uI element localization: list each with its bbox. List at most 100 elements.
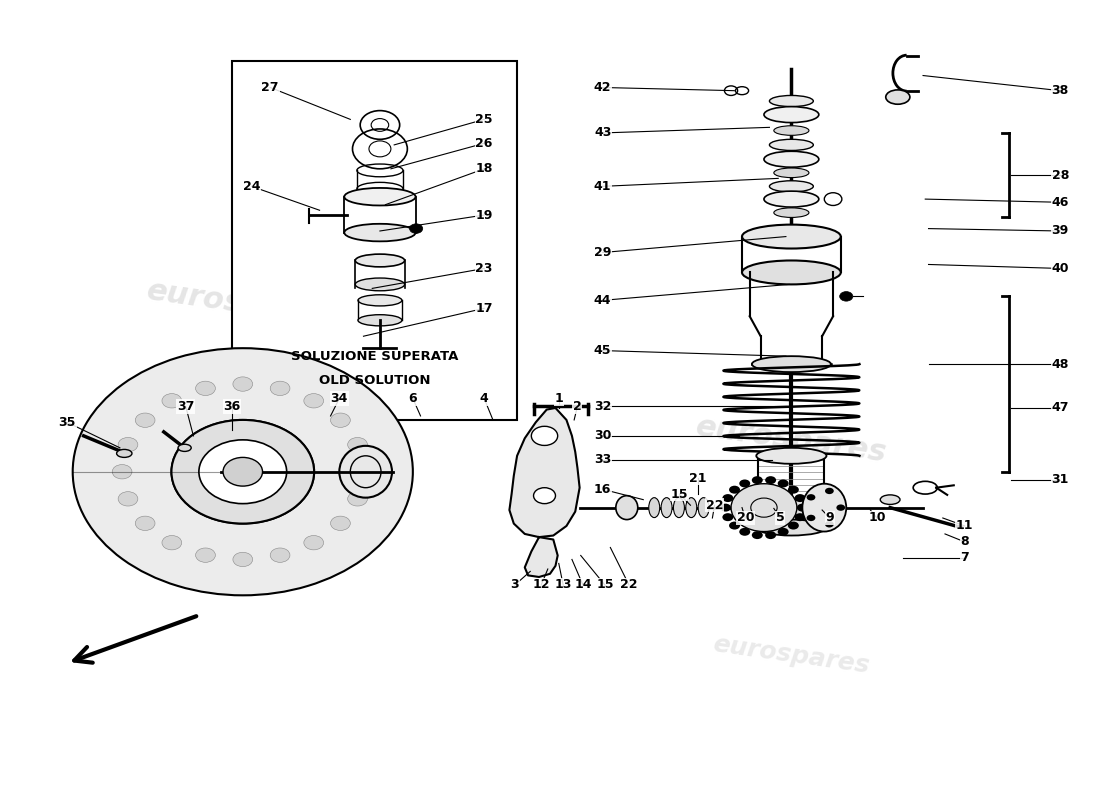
Text: eurospares: eurospares [145,277,340,332]
Text: 4: 4 [480,392,488,405]
Text: 40: 40 [1052,262,1069,275]
Ellipse shape [802,484,846,531]
Text: 29: 29 [594,246,612,259]
Ellipse shape [773,126,808,135]
Text: 38: 38 [1052,84,1069,97]
Circle shape [806,514,815,521]
Text: 10: 10 [868,511,886,525]
Circle shape [788,486,799,494]
Text: 27: 27 [262,81,279,94]
Ellipse shape [880,495,900,505]
Text: 42: 42 [594,81,612,94]
Text: 43: 43 [594,126,612,139]
Circle shape [794,513,805,521]
Circle shape [766,476,777,484]
Ellipse shape [339,446,392,498]
Text: 17: 17 [475,302,493,315]
Circle shape [162,394,182,408]
Text: 48: 48 [1052,358,1069,370]
Text: 36: 36 [223,400,241,413]
Circle shape [751,476,762,484]
Circle shape [778,479,789,487]
Text: 16: 16 [594,482,612,496]
Circle shape [723,494,734,502]
Wedge shape [73,348,412,595]
Ellipse shape [757,448,826,464]
Circle shape [304,535,323,550]
Circle shape [233,377,253,391]
Text: 22: 22 [706,498,724,512]
Circle shape [112,465,132,479]
Text: 5: 5 [776,511,784,525]
Ellipse shape [661,498,672,518]
Ellipse shape [616,496,638,519]
Text: 35: 35 [58,416,76,429]
Text: 31: 31 [1052,474,1069,486]
Ellipse shape [757,500,826,515]
Text: 3: 3 [510,578,519,591]
Ellipse shape [764,106,818,122]
Ellipse shape [685,498,696,518]
Ellipse shape [358,314,402,326]
Circle shape [135,413,155,427]
Text: 24: 24 [243,180,261,193]
Text: 32: 32 [594,400,612,413]
Circle shape [806,494,815,501]
Ellipse shape [358,294,402,306]
Text: 8: 8 [960,535,969,549]
Ellipse shape [886,90,910,104]
Ellipse shape [764,151,818,167]
Ellipse shape [355,254,405,267]
Text: 6: 6 [408,392,417,405]
Circle shape [788,522,799,530]
Ellipse shape [757,519,826,535]
Circle shape [409,224,422,234]
Polygon shape [525,537,558,577]
Text: 21: 21 [690,472,707,485]
Circle shape [723,513,734,521]
Text: 28: 28 [1052,169,1069,182]
Ellipse shape [698,498,710,518]
Text: SOLUZIONE SUPERATA: SOLUZIONE SUPERATA [290,350,458,362]
Circle shape [825,488,834,494]
Text: 23: 23 [475,262,493,275]
Text: 47: 47 [1052,402,1069,414]
Ellipse shape [178,444,191,451]
Ellipse shape [773,208,808,218]
Circle shape [739,528,750,536]
Text: 13: 13 [554,578,572,591]
Text: 26: 26 [475,137,493,150]
Ellipse shape [764,191,818,207]
Circle shape [271,548,290,562]
Circle shape [794,494,805,502]
Circle shape [751,531,762,539]
Text: 25: 25 [475,113,493,126]
Polygon shape [509,408,580,537]
Circle shape [836,505,845,511]
Ellipse shape [769,139,813,150]
Circle shape [796,504,807,512]
Ellipse shape [344,188,416,206]
Circle shape [766,531,777,539]
Circle shape [172,420,315,523]
Circle shape [118,492,138,506]
Circle shape [348,492,367,506]
Text: 1: 1 [554,392,563,405]
Circle shape [118,438,138,452]
Circle shape [162,535,182,550]
Text: 45: 45 [594,344,612,357]
Circle shape [729,486,740,494]
Text: 7: 7 [960,551,969,564]
Circle shape [534,488,556,504]
Circle shape [304,394,323,408]
Text: 22: 22 [620,578,638,591]
FancyBboxPatch shape [232,61,517,420]
Text: 46: 46 [1052,196,1069,209]
Text: 9: 9 [825,511,834,525]
Text: 2: 2 [573,400,582,413]
Text: 34: 34 [331,392,348,405]
Ellipse shape [752,356,830,372]
Ellipse shape [344,224,416,242]
Text: 19: 19 [475,209,493,222]
Circle shape [196,381,216,395]
